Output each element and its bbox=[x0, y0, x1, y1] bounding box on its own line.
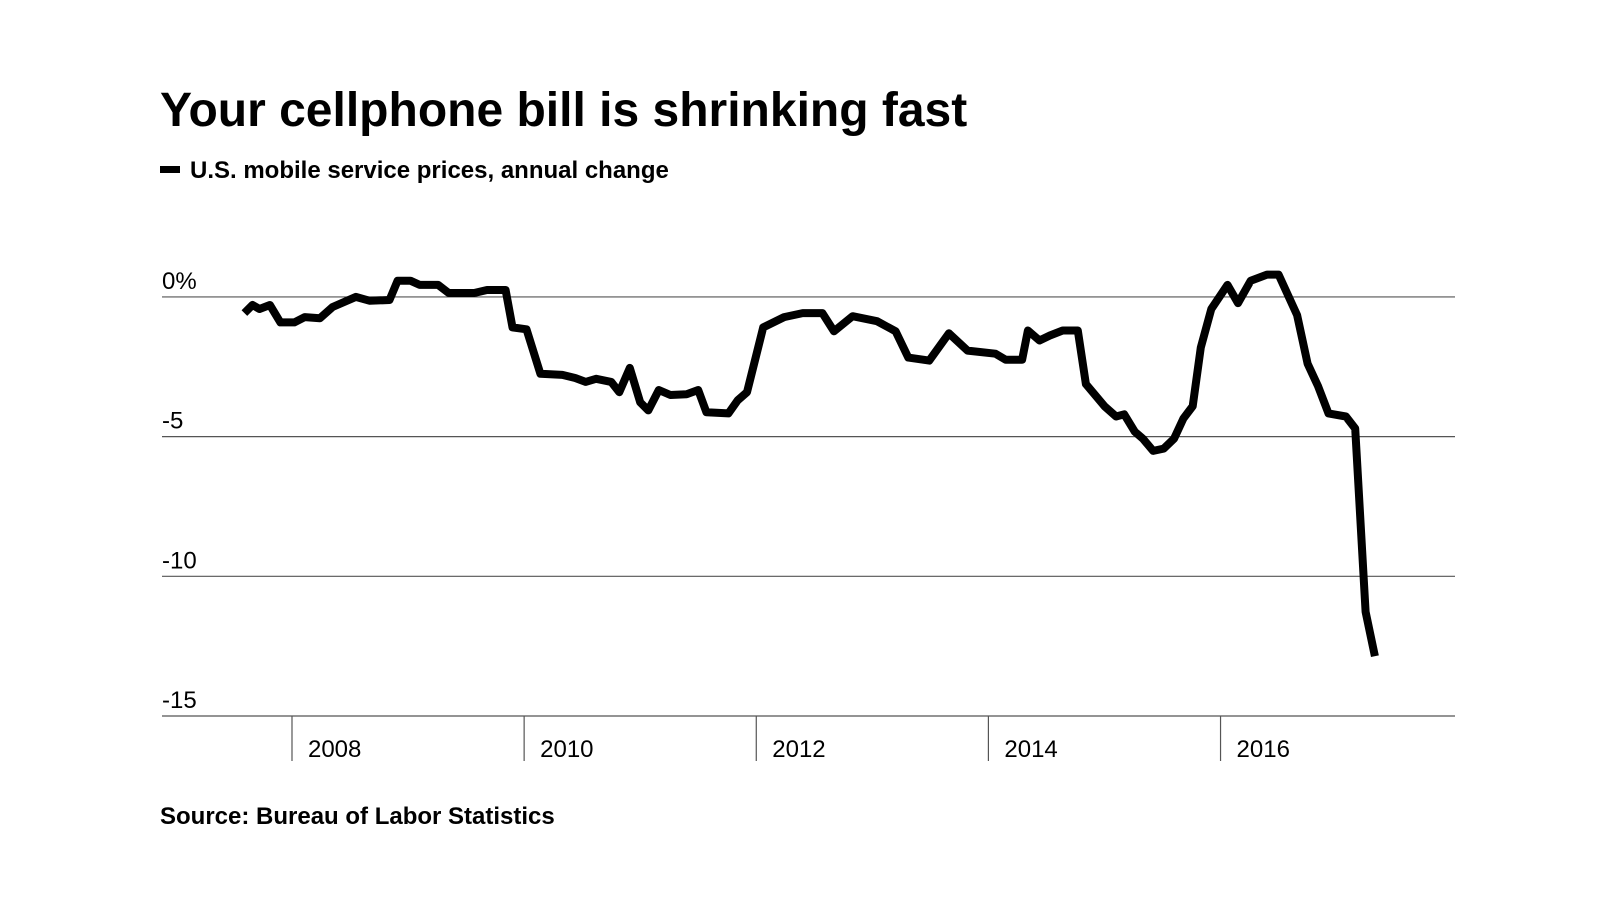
x-tick-label: 2010 bbox=[540, 736, 593, 763]
x-tick-label: 2014 bbox=[1004, 736, 1057, 763]
chart-title: Your cellphone bill is shrinking fast bbox=[160, 84, 967, 137]
line bbox=[241, 270, 1379, 658]
y-tick-label: 0% bbox=[162, 268, 197, 295]
x-tick-label: 2012 bbox=[772, 736, 825, 763]
x-tick-label: 2016 bbox=[1237, 736, 1290, 763]
y-tick-label: -15 bbox=[162, 687, 197, 714]
legend-swatch bbox=[160, 166, 180, 173]
y-tick-label: -10 bbox=[162, 547, 197, 574]
source: Source: Bureau of Labor Statistics bbox=[160, 803, 555, 830]
y-tick-label: -5 bbox=[162, 408, 183, 435]
x-tick-label: 2008 bbox=[308, 736, 361, 763]
legend-label: U.S. mobile service prices, annual chang… bbox=[190, 157, 669, 184]
